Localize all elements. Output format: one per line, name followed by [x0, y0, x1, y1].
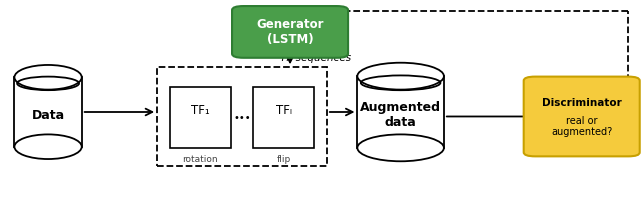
Text: TF₁: TF₁ [191, 104, 210, 117]
Text: •••: ••• [233, 113, 251, 123]
FancyBboxPatch shape [157, 67, 327, 166]
Text: Augmented
data: Augmented data [360, 101, 441, 129]
Text: real or
augmented?: real or augmented? [551, 116, 612, 137]
FancyBboxPatch shape [170, 87, 231, 148]
Ellipse shape [358, 134, 444, 161]
Text: Generator
(LSTM): Generator (LSTM) [256, 18, 324, 46]
FancyBboxPatch shape [253, 87, 314, 148]
Text: TF sequences: TF sequences [280, 53, 351, 63]
Ellipse shape [14, 65, 82, 90]
Bar [14, 77, 82, 147]
Text: rotation: rotation [183, 155, 218, 164]
Text: flip: flip [276, 155, 291, 164]
Text: Discriminator: Discriminator [542, 98, 622, 108]
Text: TFₗ: TFₗ [276, 104, 292, 117]
Ellipse shape [14, 134, 82, 159]
Text: Data: Data [31, 109, 65, 122]
FancyBboxPatch shape [232, 6, 348, 58]
Bar [358, 76, 444, 148]
FancyBboxPatch shape [524, 77, 640, 156]
Ellipse shape [358, 63, 444, 90]
